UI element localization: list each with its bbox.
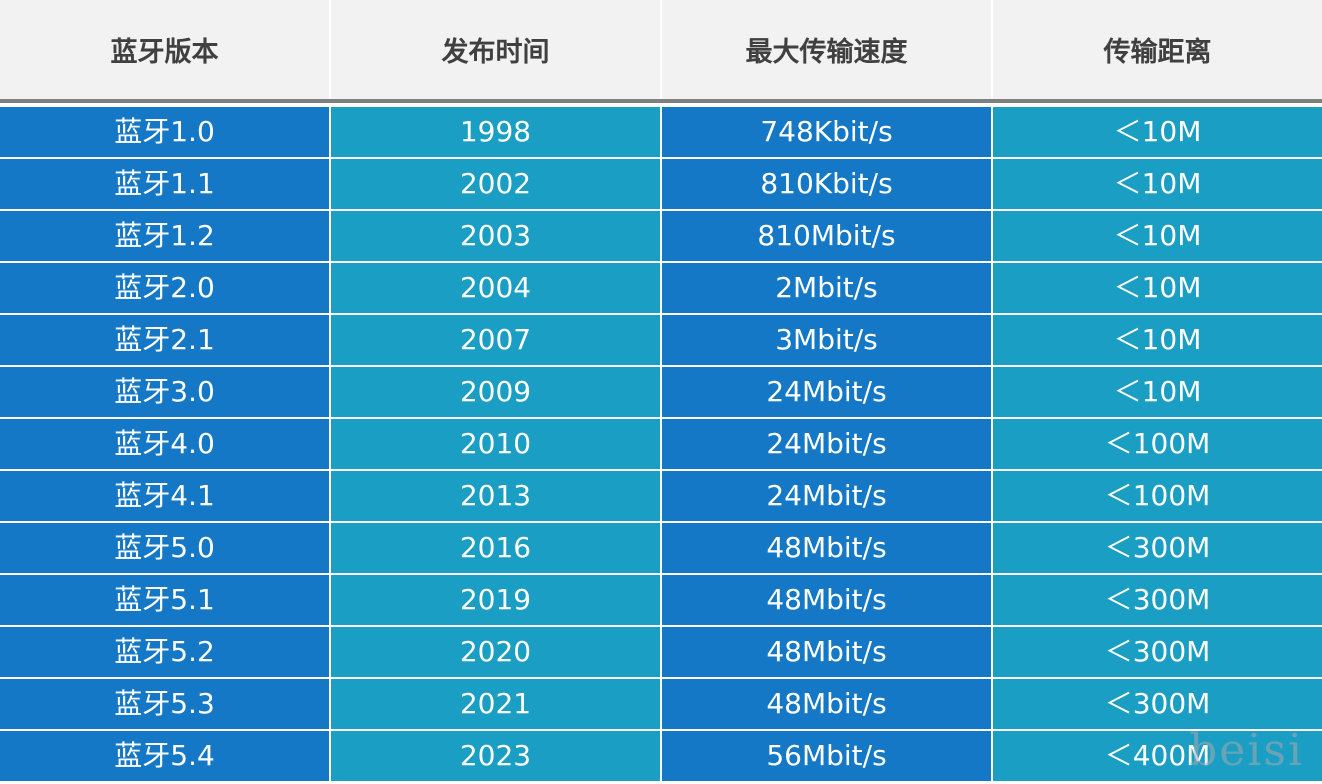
cell-release-date: 2004 xyxy=(331,263,662,315)
header-max-speed: 最大传输速度 xyxy=(662,0,993,99)
table-body: 蓝牙1.0 1998 748Kbit/s ＜10M 蓝牙1.1 2002 810… xyxy=(0,107,1322,784)
table-row: 蓝牙5.1 2019 48Mbit/s ＜300M xyxy=(0,575,1322,627)
cell-max-speed: 48Mbit/s xyxy=(662,627,993,679)
cell-max-speed: 24Mbit/s xyxy=(662,367,993,419)
cell-release-date: 2016 xyxy=(331,523,662,575)
cell-distance: ＜300M xyxy=(993,575,1322,627)
cell-max-speed: 48Mbit/s xyxy=(662,679,993,731)
cell-version: 蓝牙2.1 xyxy=(0,315,331,367)
cell-release-date: 2023 xyxy=(331,731,662,783)
cell-release-date: 1998 xyxy=(331,107,662,159)
cell-version: 蓝牙1.2 xyxy=(0,211,331,263)
cell-version: 蓝牙2.0 xyxy=(0,263,331,315)
cell-max-speed: 56Mbit/s xyxy=(662,731,993,783)
cell-release-date: 2003 xyxy=(331,211,662,263)
cell-distance: ＜100M xyxy=(993,419,1322,471)
cell-version: 蓝牙5.0 xyxy=(0,523,331,575)
table-row: 蓝牙2.1 2007 3Mbit/s ＜10M xyxy=(0,315,1322,367)
cell-distance: ＜10M xyxy=(993,159,1322,211)
cell-release-date: 2019 xyxy=(331,575,662,627)
cell-version: 蓝牙1.0 xyxy=(0,107,331,159)
cell-release-date: 2009 xyxy=(331,367,662,419)
cell-version: 蓝牙5.4 xyxy=(0,731,331,783)
cell-max-speed: 810Kbit/s xyxy=(662,159,993,211)
cell-version: 蓝牙4.0 xyxy=(0,419,331,471)
cell-max-speed: 48Mbit/s xyxy=(662,575,993,627)
cell-max-speed: 2Mbit/s xyxy=(662,263,993,315)
cell-max-speed: 24Mbit/s xyxy=(662,419,993,471)
cell-version: 蓝牙4.1 xyxy=(0,471,331,523)
cell-max-speed: 24Mbit/s xyxy=(662,471,993,523)
cell-max-speed: 810Mbit/s xyxy=(662,211,993,263)
cell-max-speed: 48Mbit/s xyxy=(662,523,993,575)
table-row: 蓝牙1.0 1998 748Kbit/s ＜10M xyxy=(0,107,1322,159)
table-header-row: 蓝牙版本 发布时间 最大传输速度 传输距离 xyxy=(0,0,1322,103)
table-row: 蓝牙1.1 2002 810Kbit/s ＜10M xyxy=(0,159,1322,211)
cell-distance: ＜10M xyxy=(993,367,1322,419)
cell-distance: ＜400M xyxy=(993,731,1322,783)
cell-release-date: 2010 xyxy=(331,419,662,471)
cell-version: 蓝牙5.3 xyxy=(0,679,331,731)
header-release-date: 发布时间 xyxy=(331,0,662,99)
cell-distance: ＜300M xyxy=(993,679,1322,731)
table-row: 蓝牙4.1 2013 24Mbit/s ＜100M xyxy=(0,471,1322,523)
cell-distance: ＜300M xyxy=(993,523,1322,575)
cell-version: 蓝牙5.1 xyxy=(0,575,331,627)
cell-distance: ＜300M xyxy=(993,627,1322,679)
cell-release-date: 2020 xyxy=(331,627,662,679)
cell-version: 蓝牙3.0 xyxy=(0,367,331,419)
table-row: 蓝牙5.3 2021 48Mbit/s ＜300M xyxy=(0,679,1322,731)
table-row: 蓝牙4.0 2010 24Mbit/s ＜100M xyxy=(0,419,1322,471)
cell-version: 蓝牙1.1 xyxy=(0,159,331,211)
table-row: 蓝牙1.2 2003 810Mbit/s ＜10M xyxy=(0,211,1322,263)
cell-distance: ＜100M xyxy=(993,471,1322,523)
cell-release-date: 2002 xyxy=(331,159,662,211)
table-row: 蓝牙5.0 2016 48Mbit/s ＜300M xyxy=(0,523,1322,575)
cell-release-date: 2013 xyxy=(331,471,662,523)
cell-max-speed: 748Kbit/s xyxy=(662,107,993,159)
cell-max-speed: 3Mbit/s xyxy=(662,315,993,367)
cell-distance: ＜10M xyxy=(993,315,1322,367)
table-row: 蓝牙5.2 2020 48Mbit/s ＜300M xyxy=(0,627,1322,679)
cell-version: 蓝牙5.2 xyxy=(0,627,331,679)
header-version: 蓝牙版本 xyxy=(0,0,331,99)
table-row: 蓝牙2.0 2004 2Mbit/s ＜10M xyxy=(0,263,1322,315)
header-distance: 传输距离 xyxy=(1103,37,1212,68)
cell-release-date: 2021 xyxy=(331,679,662,731)
table-row: 蓝牙5.4 2023 56Mbit/s ＜400M xyxy=(0,731,1322,783)
cell-distance: ＜10M xyxy=(993,263,1322,315)
cell-distance: ＜10M xyxy=(993,107,1322,159)
cell-distance: ＜10M xyxy=(993,211,1322,263)
cell-release-date: 2007 xyxy=(331,315,662,367)
table-row: 蓝牙3.0 2009 24Mbit/s ＜10M xyxy=(0,367,1322,419)
